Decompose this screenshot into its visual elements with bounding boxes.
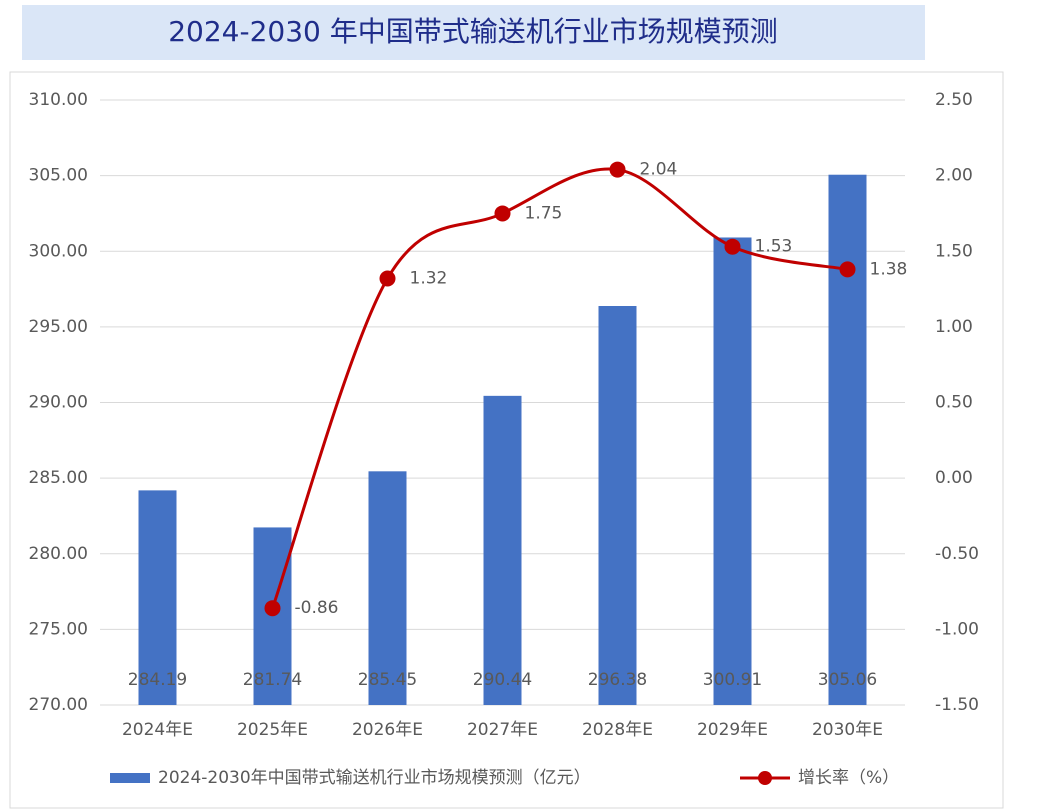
y-tick-label: 310.00 [29, 90, 88, 110]
y-tick-label: 270.00 [29, 695, 88, 715]
bar [368, 471, 407, 705]
y-tick-label: 285.00 [29, 468, 88, 488]
line-marker [494, 205, 511, 222]
bar-label: 281.74 [243, 670, 302, 690]
line-label: 1.53 [755, 237, 793, 257]
line-marker [264, 600, 281, 617]
line-marker [839, 261, 856, 278]
line [271, 167, 848, 609]
chart-title: 2024-2030 年中国带式输送机行业市场规模预测 [168, 15, 778, 48]
y-tick-label: 280.00 [29, 544, 88, 564]
y-tick-label: 290.00 [29, 393, 88, 413]
legend-label: 增长率（%） [798, 768, 899, 788]
bar-label: 285.45 [358, 670, 417, 690]
y-tick-label: 275.00 [29, 619, 88, 639]
x-tick-label: 2026年E [352, 720, 423, 740]
chart-frame [9, 71, 1004, 809]
x-tick-label: 2025年E [237, 720, 308, 740]
line-marker [609, 161, 626, 178]
bar-label: 284.19 [128, 670, 187, 690]
y2-tick-label: 2.00 [935, 166, 973, 186]
bar-label: 305.06 [818, 670, 877, 690]
line-label: -0.86 [295, 598, 339, 618]
legend-swatch [758, 771, 772, 785]
x-tick-label: 2029年E [697, 720, 768, 740]
line-marker [724, 238, 741, 255]
line-label: 1.38 [870, 259, 908, 279]
y2-tick-label: -1.00 [935, 619, 979, 639]
bar [828, 174, 867, 705]
y-tick-label: 305.00 [29, 166, 88, 186]
legend-swatch [110, 773, 150, 783]
bar-label: 300.91 [703, 670, 762, 690]
legend-label: 2024-2030年中国带式输送机行业市场规模预测（亿元） [158, 768, 591, 788]
y2-tick-label: 1.00 [935, 317, 973, 337]
bar-label: 296.38 [588, 670, 647, 690]
y2-tick-label: -0.50 [935, 544, 979, 564]
y2-tick-label: 0.50 [935, 393, 973, 413]
bar [598, 306, 637, 705]
y-tick-label: 300.00 [29, 241, 88, 261]
line-label: 1.75 [525, 203, 563, 223]
x-tick-label: 2024年E [122, 720, 193, 740]
y2-tick-label: 0.00 [935, 468, 973, 488]
x-tick-label: 2028年E [582, 720, 653, 740]
bar-label: 290.44 [473, 670, 532, 690]
bar [138, 490, 177, 705]
y2-tick-label: 1.50 [935, 241, 973, 261]
line-label: 2.04 [640, 160, 678, 180]
x-tick-label: 2030年E [812, 720, 883, 740]
line-label: 1.32 [410, 268, 448, 288]
y-tick-label: 295.00 [29, 317, 88, 337]
x-tick-label: 2027年E [467, 720, 538, 740]
y2-tick-label: -1.50 [935, 695, 979, 715]
bar [253, 527, 292, 705]
line-marker [379, 270, 396, 287]
bar [483, 395, 522, 705]
bar [713, 237, 752, 705]
y2-tick-label: 2.50 [935, 90, 973, 110]
title-box [22, 5, 925, 60]
